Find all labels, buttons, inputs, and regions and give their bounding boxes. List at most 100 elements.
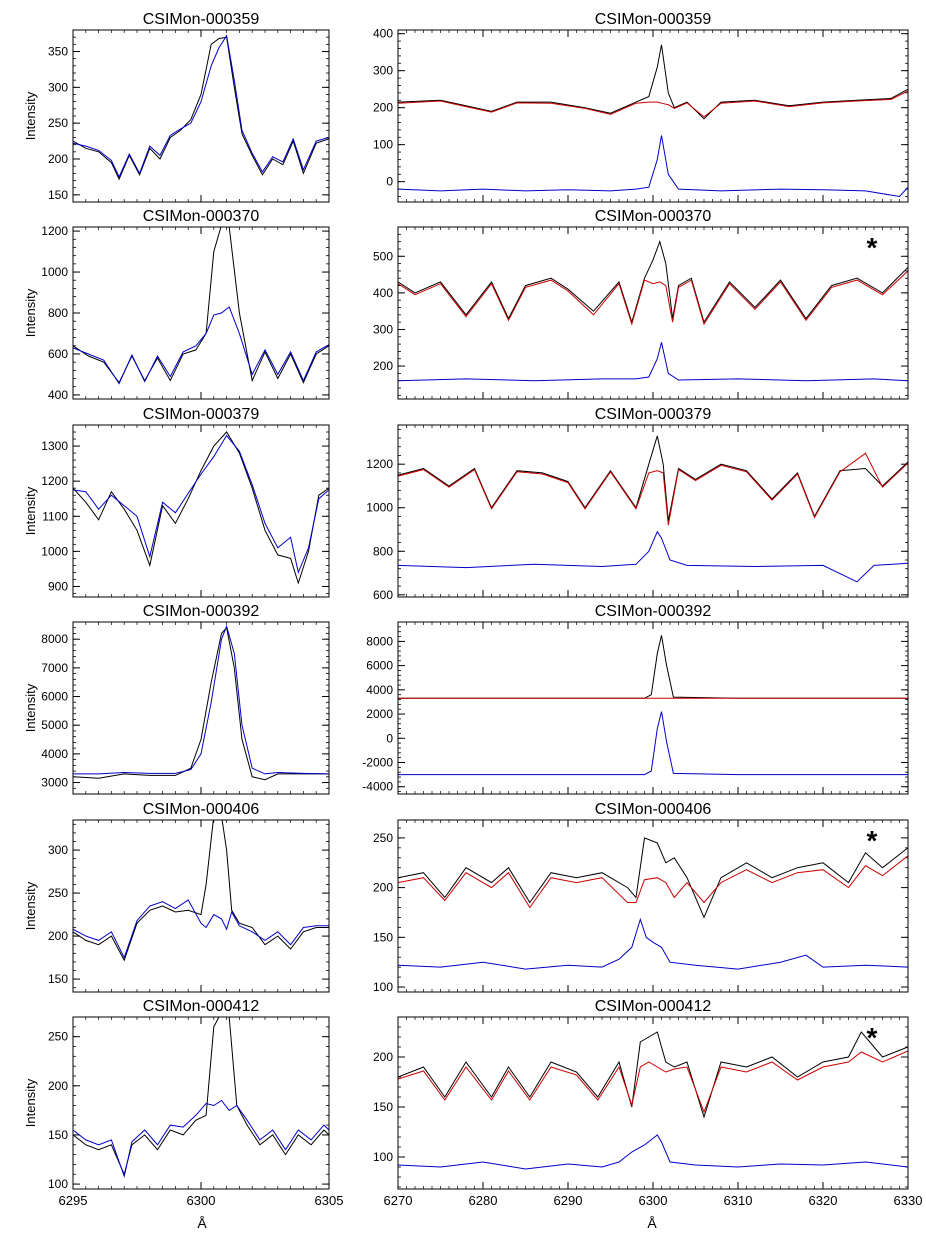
- y-tick-label: 3000: [41, 776, 68, 790]
- y-tick-label: 2000: [366, 707, 393, 721]
- y-tick-label: 200: [48, 1079, 68, 1093]
- y-tick-label: 250: [48, 116, 68, 130]
- plot-frame: [72, 1016, 330, 1190]
- x-tick-label: 6305: [315, 1193, 344, 1208]
- series-line-0: [73, 626, 329, 781]
- panel-title: CSIMon-000412: [595, 998, 712, 1015]
- y-tick-label: 300: [373, 64, 393, 78]
- y-tick-label: 1000: [366, 501, 393, 515]
- y-tick-label: 1200: [41, 224, 68, 238]
- y-axis-label: Intensity: [23, 881, 38, 930]
- panel-title: CSIMon-000370: [595, 208, 712, 225]
- series-line-1: [398, 452, 908, 526]
- y-tick-label: 100: [373, 980, 393, 994]
- y-tick-label: 100: [373, 1150, 393, 1164]
- panel-zoom-csimon-000412: CSIMon-000412 100 150 200 250 6295 6300 6305 Int…: [23, 998, 343, 1208]
- y-tick-label: 900: [48, 579, 68, 593]
- y-tick-label: 100: [48, 1177, 68, 1191]
- y-tick-label: 8000: [366, 634, 393, 648]
- y-tick-label: 500: [373, 249, 393, 263]
- series-line-1: [398, 855, 908, 909]
- series-line-1: [73, 34, 329, 179]
- series-line-0: [73, 820, 329, 962]
- panel-title: CSIMon-000392: [595, 603, 712, 620]
- panel-full-csimon-000406: CSIMon-000406 100 150 200 250 *: [373, 801, 909, 994]
- y-tick-label: 300: [48, 80, 68, 94]
- panel-full-csimon-000412: CSIMon-000412 100 150 200 6270 6280 6290 6300 63…: [373, 998, 922, 1208]
- y-tick-label: 800: [373, 544, 393, 558]
- plot-frame: [397, 819, 909, 993]
- y-tick-label: 200: [48, 929, 68, 943]
- panel-zoom-csimon-000370: CSIMon-000370 400 600 800 1000 1200 Intensity: [23, 208, 330, 402]
- y-tick-label: 0: [386, 731, 393, 745]
- panel-title: CSIMon-000379: [143, 406, 260, 423]
- panel-full-csimon-000379: CSIMon-000379 600 800 1000 1200: [366, 406, 909, 602]
- panel-full-csimon-000392: CSIMon-000392 -4000 -2000 0 2000 4000 6000 8000: [362, 603, 909, 795]
- series-line-0: [398, 1031, 908, 1119]
- x-axis-label-left: Å: [197, 1215, 207, 1231]
- panel-full-csimon-000359: CSIMon-000359 0 100 200 300 400: [373, 11, 909, 203]
- panel-title: CSIMon-000359: [143, 11, 260, 28]
- x-tick-label: 6270: [384, 1193, 413, 1208]
- series-line-1: [73, 306, 329, 385]
- y-tick-label: 250: [48, 1030, 68, 1044]
- plot-frame: [397, 226, 909, 400]
- x-tick-label: 6310: [724, 1193, 753, 1208]
- plot-frame: [72, 226, 330, 400]
- plot-frame: [397, 621, 909, 795]
- y-tick-label: 5000: [41, 718, 68, 732]
- y-tick-label: 0: [386, 175, 393, 189]
- series-line-2: [398, 530, 908, 583]
- y-tick-label: 4000: [41, 747, 68, 761]
- y-tick-label: 200: [373, 881, 393, 895]
- series-line-2: [398, 342, 908, 382]
- y-tick-label: 800: [48, 306, 68, 320]
- y-axis-label: Intensity: [23, 1078, 38, 1127]
- panel-title: CSIMon-000412: [143, 998, 260, 1015]
- series-line-0: [398, 44, 908, 120]
- y-tick-label: -2000: [362, 756, 393, 770]
- y-tick-label: 7000: [41, 661, 68, 675]
- y-tick-label: 6000: [366, 659, 393, 673]
- y-tick-label: 150: [48, 1128, 68, 1142]
- y-tick-label: 350: [48, 45, 68, 59]
- plot-frame: [72, 29, 330, 203]
- panel-title: CSIMon-000392: [143, 603, 260, 620]
- x-tick-label: 6320: [809, 1193, 838, 1208]
- asterisk-marker: *: [867, 232, 878, 263]
- y-tick-label: 8000: [41, 632, 68, 646]
- x-tick-label: 6300: [639, 1193, 668, 1208]
- y-tick-label: 200: [373, 359, 393, 373]
- y-axis-label: Intensity: [23, 91, 38, 140]
- y-tick-label: 250: [373, 831, 393, 845]
- series-line-1: [73, 434, 329, 575]
- y-axis-label: Intensity: [23, 683, 38, 732]
- series-line-1: [73, 1099, 329, 1179]
- series-line-1: [73, 624, 329, 775]
- x-axis-label-right: Å: [647, 1215, 657, 1231]
- x-tick-label: 6330: [894, 1193, 923, 1208]
- y-tick-label: 400: [373, 27, 393, 41]
- plot-frame: [397, 424, 909, 598]
- y-tick-label: 400: [373, 286, 393, 300]
- y-tick-label: 150: [48, 188, 68, 202]
- y-tick-label: 150: [48, 972, 68, 986]
- series-line-0: [398, 239, 908, 324]
- plot-frame: [397, 1016, 909, 1190]
- y-tick-label: -4000: [362, 780, 393, 794]
- y-axis-label: Intensity: [23, 288, 38, 337]
- y-tick-label: 1200: [366, 457, 393, 471]
- panel-title: CSIMon-000406: [143, 801, 260, 818]
- plot-frame: [397, 29, 909, 203]
- panel-zoom-csimon-000406: CSIMon-000406 150 200 250 300 Intensity: [23, 801, 330, 993]
- panel-title: CSIMon-000359: [595, 11, 712, 28]
- asterisk-marker: *: [867, 1022, 878, 1053]
- panel-full-csimon-000370: CSIMon-000370 200 300 400 500 *: [373, 208, 909, 400]
- y-tick-label: 300: [48, 843, 68, 857]
- y-tick-label: 600: [48, 347, 68, 361]
- series-line-0: [398, 837, 908, 919]
- y-axis-label: Intensity: [23, 486, 38, 535]
- y-tick-label: 1000: [41, 544, 68, 558]
